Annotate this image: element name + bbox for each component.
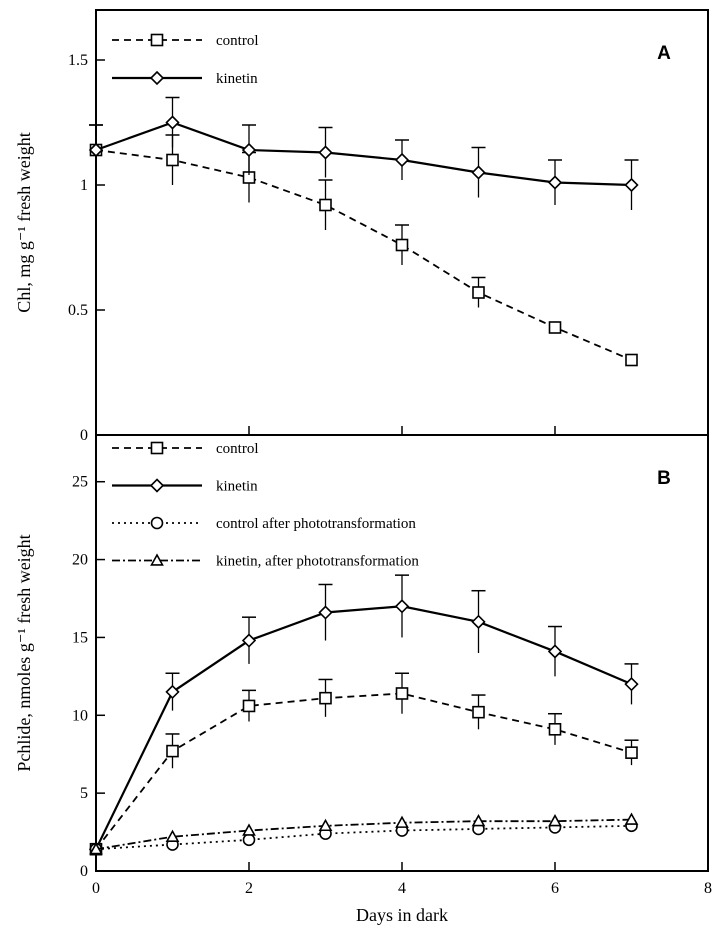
panel-b-series-1-point-5	[471, 614, 486, 629]
panel-b-legend-label-2: control after phototransformation	[216, 516, 416, 532]
panel-b-y-axis-label: Pchlide, nmoles g⁻¹ fresh weight	[14, 534, 34, 771]
panel-b-y-tick-label-5: 25	[72, 474, 88, 491]
panel-b-series-0-point-4	[395, 687, 409, 700]
panel-b-legend-label-3: kinetin, after phototransformation	[216, 554, 419, 570]
panel-a-series-1-point-7	[624, 177, 639, 193]
panel-a-series-0-point-7	[625, 353, 638, 367]
panel-b-legend: control kinetin control after phototransfo…	[112, 441, 419, 570]
panel-a-legend: control kinetin	[112, 33, 259, 87]
panel-b-series-1-point-7	[624, 677, 639, 692]
panel-b-legend-marker-2	[150, 516, 164, 530]
panel-a-series-1-point-5	[471, 165, 486, 180]
panel-a-legend-marker-1	[149, 70, 165, 86]
panel-b-series-0-point-7	[625, 746, 638, 759]
panel-b-series-0	[89, 672, 639, 856]
panel-b-series-0-point-5	[472, 705, 485, 719]
panel-b-series-3-point-2	[242, 823, 256, 836]
panel-b-legend-marker-1	[149, 478, 165, 493]
panel-a-axis-ticks: 0 0.5 1 1.5	[68, 52, 709, 444]
panel-b-series-3-point-1	[165, 829, 180, 842]
panel-b-x-tick-label-1: 2	[245, 880, 253, 897]
panel-a: 0 0.5 1 1.5 control kinetin Chl, mg g⁻¹ fres…	[14, 9, 709, 444]
panel-b-series-1-point-2	[241, 633, 257, 648]
panel-a-legend-marker-0	[150, 33, 164, 47]
panel-b-x-tick-label-0: 0	[92, 880, 100, 897]
panel-a-y-tick-label-2: 1	[80, 177, 88, 194]
panel-b-series-0-point-6	[548, 722, 562, 736]
panel-a-series-1-line	[95, 121, 632, 187]
panel-b-axis-ticks: 0 5 10 15 20 25 0 2 4 6 8	[72, 474, 712, 897]
panel-b-y-tick-label-3: 15	[72, 629, 88, 646]
panel-a-legend-label-1: kinetin	[216, 71, 258, 87]
panel-b-legend-label-0: control	[216, 441, 259, 457]
panel-a-series	[88, 96, 639, 367]
panel-a-series-1	[88, 96, 639, 210]
panel-b-series-0-point-2	[242, 699, 256, 713]
panel-a-legend-label-0: control	[216, 33, 259, 49]
panel-b-series-0-point-3	[319, 691, 332, 705]
panel-a-y-tick-label-3: 1.5	[68, 52, 88, 69]
panel-a-frame	[95, 9, 709, 436]
panel-a-series-1-point-4	[394, 152, 410, 168]
panel-a-series-0-point-6	[548, 321, 562, 334]
panel-b-series-1-point-3	[318, 605, 333, 620]
panel-b-x-tick-label-2: 4	[398, 880, 406, 897]
panel-b-series-1-point-4	[394, 599, 410, 614]
panel-b-frame	[95, 434, 709, 872]
panel-b-series-1-point-6	[547, 644, 563, 659]
panel-b-series-0-line	[95, 692, 632, 850]
panel-b-series-3-point-5	[471, 814, 486, 827]
panel-a-letter: A	[657, 43, 671, 64]
panel-b-legend-marker-3	[150, 553, 164, 566]
panel-b-x-tick-label-3: 6	[551, 880, 559, 897]
panel-b-series-3	[89, 812, 639, 855]
panel-a-series-0-line	[95, 149, 632, 361]
panel-a-series-1-point-6	[547, 175, 563, 190]
panel-a-y-tick-label-0: 0	[80, 427, 88, 444]
panel-b-x-tick-label-4: 8	[704, 880, 712, 897]
panel-a-series-1-point-2	[241, 142, 257, 158]
panel-b-series	[88, 574, 639, 857]
panel-a-series-0-point-5	[472, 286, 485, 299]
panel-a-series-1-point-0	[88, 142, 104, 158]
panel-b-legend-marker-0	[150, 441, 164, 455]
panel-b-series-0-point-1	[166, 744, 179, 758]
panel-b-y-tick-label-2: 10	[72, 707, 88, 724]
panel-b-series-1-line	[95, 605, 632, 850]
panel-a-series-0-point-3	[319, 198, 332, 212]
panel-b-series-3-point-6	[548, 814, 562, 827]
panel-a-series-1-point-3	[318, 145, 333, 160]
panel-b-letter: B	[657, 468, 671, 489]
panel-b-series-3-point-3	[318, 818, 333, 832]
panel-b-series-1	[88, 574, 639, 857]
panel-b-series-1-point-1	[165, 684, 180, 700]
panel-b: 0 5 10 15 20 25 0 2 4 6 8 control kinetin control af…	[14, 434, 712, 925]
x-axis-label: Days in dark	[356, 905, 448, 925]
panel-b-y-tick-label-4: 20	[72, 552, 88, 569]
panel-a-y-axis-label: Chl, mg g⁻¹ fresh weight	[14, 132, 34, 312]
panel-b-series-2-point-2	[242, 833, 256, 847]
panel-a-y-tick-label-1: 0.5	[68, 302, 88, 319]
panel-b-series-3-point-4	[395, 815, 409, 828]
panel-b-y-tick-label-0: 0	[80, 863, 88, 880]
panel-a-series-1-point-1	[165, 115, 180, 130]
panel-a-series-0-point-1	[166, 153, 179, 167]
panel-b-legend-label-1: kinetin	[216, 479, 258, 495]
panel-b-y-tick-label-1: 5	[80, 785, 88, 802]
panel-b-series-3-point-7	[624, 812, 639, 825]
panel-b-series-3-point-0	[89, 842, 103, 855]
panel-a-series-0-point-4	[395, 238, 409, 252]
